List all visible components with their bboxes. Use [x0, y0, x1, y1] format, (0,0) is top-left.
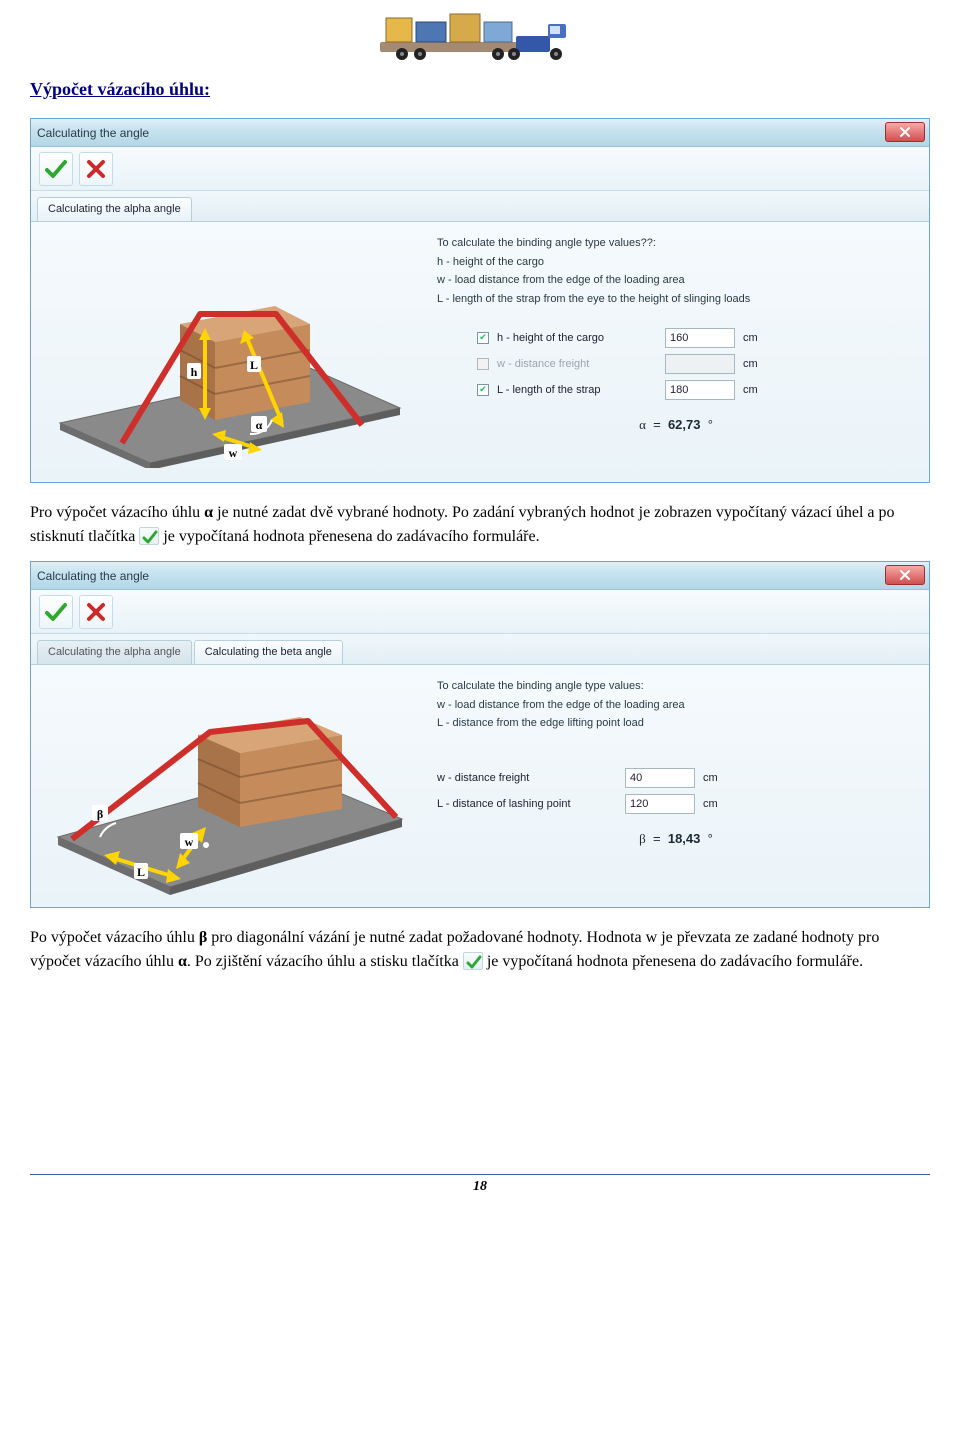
- inputs-beta: w - distance freight 40 cm L - distance …: [437, 765, 915, 817]
- window-alpha: Calculating the angle Calculating the al…: [30, 118, 930, 483]
- svg-text:L: L: [137, 865, 145, 879]
- input-row-w: w - distance freight 40 cm: [437, 765, 915, 791]
- cancel-button[interactable]: [79, 595, 113, 629]
- inline-check-button[interactable]: [463, 952, 483, 970]
- tab-alpha[interactable]: Calculating the alpha angle: [37, 640, 192, 664]
- check-icon: [141, 528, 159, 546]
- result-symbol: α: [639, 417, 646, 432]
- toolbar: [31, 147, 929, 191]
- checkbox-L[interactable]: ✔: [477, 384, 489, 396]
- input-row-h: ✔ h - height of the cargo 160 cm: [477, 325, 915, 351]
- result-eq: =: [653, 417, 661, 432]
- accept-button[interactable]: [39, 595, 73, 629]
- input-L[interactable]: 120: [625, 794, 695, 814]
- para-sym: α: [204, 504, 213, 521]
- svg-text:L: L: [250, 358, 258, 372]
- intro-line: L - distance from the edge lifting point…: [437, 714, 915, 733]
- window-title: Calculating the angle: [37, 126, 149, 140]
- intro-alpha: To calculate the binding angle type valu…: [437, 234, 915, 309]
- tabs-alpha: Calculating the alpha angle: [31, 191, 929, 222]
- para-alpha: Pro výpočet vázacího úhlu α je nutné zad…: [30, 501, 930, 549]
- result-value: 18,43: [668, 831, 701, 846]
- page-number: 18: [30, 1175, 930, 1195]
- panel-alpha: h L w α To calculate the binding angle t…: [31, 222, 929, 482]
- label-L: L - distance of lashing point: [437, 798, 617, 810]
- label-h: h - height of the cargo: [497, 332, 657, 344]
- close-button[interactable]: [885, 122, 925, 142]
- check-icon: [44, 600, 68, 624]
- unit-w: cm: [703, 772, 727, 784]
- result-deg: °: [708, 417, 713, 432]
- svg-text:w: w: [185, 835, 194, 849]
- label-w: w - distance freight: [497, 358, 657, 370]
- panel-beta: β L w To calculate the binding angle typ…: [31, 665, 929, 907]
- result-alpha: α = 62,73 °: [437, 411, 915, 435]
- input-w: [665, 354, 735, 374]
- unit-L: cm: [743, 384, 767, 396]
- input-row-w: ✔ w - distance freight cm: [477, 351, 915, 377]
- para-text: . Po zjištění vázacího úhlu a stisku tla…: [187, 953, 463, 970]
- svg-text:β: β: [97, 807, 103, 821]
- inline-check-button[interactable]: [139, 527, 159, 545]
- unit-L: cm: [703, 798, 727, 810]
- svg-text:h: h: [191, 365, 198, 379]
- svg-text:w: w: [229, 446, 238, 460]
- close-icon: [899, 126, 911, 138]
- header-truck: [30, 10, 930, 67]
- window-beta: Calculating the angle Calculating the al…: [30, 561, 930, 908]
- para-text: je vypočítaná hodnota přenesena do zadáv…: [163, 528, 539, 545]
- tab-beta[interactable]: Calculating the beta angle: [194, 640, 343, 664]
- close-icon: [899, 569, 911, 581]
- intro-line: To calculate the binding angle type valu…: [437, 234, 915, 253]
- toolbar-beta: [31, 590, 929, 634]
- x-icon: [85, 601, 107, 623]
- accept-button[interactable]: [39, 152, 73, 186]
- intro-line: h - height of the cargo: [437, 253, 915, 272]
- diagram-beta: β L w: [45, 677, 415, 897]
- intro-line: To calculate the binding angle type valu…: [437, 677, 915, 696]
- inputs-alpha: ✔ h - height of the cargo 160 cm ✔ w - d…: [437, 325, 915, 403]
- para-text: Po výpočet vázacího úhlu: [30, 929, 199, 946]
- para-text: je vypočítaná hodnota přenesena do zadáv…: [487, 953, 863, 970]
- result-symbol: β: [639, 831, 646, 846]
- result-beta: β = 18,43 °: [437, 825, 915, 849]
- para-beta: Po výpočet vázacího úhlu β pro diagonáln…: [30, 926, 930, 974]
- checkbox-w[interactable]: ✔: [477, 358, 489, 370]
- cancel-button[interactable]: [79, 152, 113, 186]
- input-row-L: ✔ L - length of the strap 180 cm: [477, 377, 915, 403]
- intro-beta: To calculate the binding angle type valu…: [437, 677, 915, 733]
- result-eq: =: [653, 831, 661, 846]
- svg-text:α: α: [256, 418, 263, 432]
- checkbox-h[interactable]: ✔: [477, 332, 489, 344]
- result-value: 62,73: [668, 417, 701, 432]
- page-title: Výpočet vázacího úhlu:: [30, 79, 930, 100]
- check-icon: [465, 953, 483, 971]
- window-title: Calculating the angle: [37, 569, 149, 583]
- diagram-alpha: h L w α: [45, 234, 415, 472]
- close-button[interactable]: [885, 565, 925, 585]
- result-deg: °: [708, 831, 713, 846]
- intro-line: w - load distance from the edge of the l…: [437, 696, 915, 715]
- input-L[interactable]: 180: [665, 380, 735, 400]
- unit-w: cm: [743, 358, 767, 370]
- para-text: Pro výpočet vázacího úhlu: [30, 504, 204, 521]
- label-L: L - length of the strap: [497, 384, 657, 396]
- tab-alpha[interactable]: Calculating the alpha angle: [37, 197, 192, 221]
- tabs-beta: Calculating the alpha angle Calculating …: [31, 634, 929, 665]
- para-sym: α: [178, 953, 187, 970]
- input-w[interactable]: 40: [625, 768, 695, 788]
- input-row-L: L - distance of lashing point 120 cm: [437, 791, 915, 817]
- titlebar-beta[interactable]: Calculating the angle: [31, 562, 929, 590]
- label-w: w - distance freight: [437, 772, 617, 784]
- check-icon: [44, 157, 68, 181]
- unit-h: cm: [743, 332, 767, 344]
- truck-icon: [380, 10, 580, 62]
- intro-line: L - length of the strap from the eye to …: [437, 290, 915, 309]
- x-icon: [85, 158, 107, 180]
- titlebar-alpha[interactable]: Calculating the angle: [31, 119, 929, 147]
- intro-line: w - load distance from the edge of the l…: [437, 271, 915, 290]
- input-h[interactable]: 160: [665, 328, 735, 348]
